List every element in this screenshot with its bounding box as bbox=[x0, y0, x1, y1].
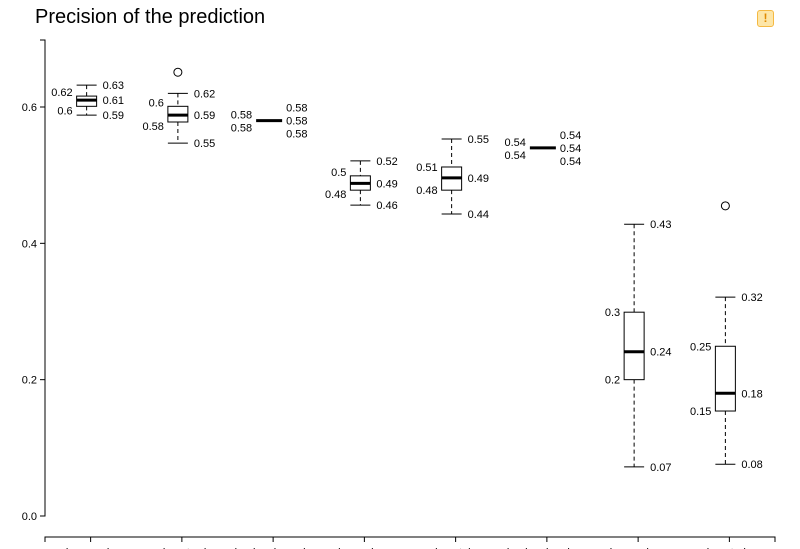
label-median: 0.59 bbox=[194, 110, 215, 122]
y-tick-label: 0.6 bbox=[22, 102, 37, 114]
label-q1: 0.48 bbox=[325, 189, 346, 201]
outlier-point bbox=[173, 67, 183, 77]
label-q1: 0.6 bbox=[57, 105, 72, 117]
x-tick-label: bookmaker_win bbox=[235, 547, 312, 549]
label-q3: 0.62 bbox=[51, 87, 72, 99]
label-min: 0.44 bbox=[468, 209, 489, 221]
label-max: 0.58 bbox=[286, 103, 307, 115]
x-tick-label: xgboost_draw bbox=[695, 547, 764, 549]
y-tick-label: 0.2 bbox=[22, 375, 37, 387]
outlier-point bbox=[720, 201, 730, 211]
label-min: 0.07 bbox=[650, 462, 671, 474]
label-min: 0.54 bbox=[560, 156, 581, 168]
label-min: 0.46 bbox=[376, 200, 397, 212]
label-max: 0.62 bbox=[194, 88, 215, 100]
x-tick-label: xgboost_win bbox=[151, 547, 212, 549]
label-q1: 0.54 bbox=[504, 150, 525, 162]
box bbox=[623, 311, 645, 381]
label-median: 0.58 bbox=[286, 116, 307, 128]
label-q3: 0.6 bbox=[149, 97, 164, 109]
label-max: 0.52 bbox=[376, 156, 397, 168]
y-tick-label: 0.4 bbox=[22, 238, 37, 250]
label-median: 0.49 bbox=[376, 178, 397, 190]
x-tick-label: keras_draw bbox=[610, 547, 667, 549]
label-min: 0.08 bbox=[741, 459, 762, 471]
label-q3: 0.51 bbox=[416, 162, 437, 174]
label-q1: 0.15 bbox=[690, 406, 711, 418]
label-q1: 0.48 bbox=[416, 185, 437, 197]
chart-title: Precision of the prediction bbox=[35, 6, 266, 28]
label-max: 0.43 bbox=[650, 219, 671, 231]
label-median: 0.61 bbox=[103, 95, 124, 107]
label-q3: 0.25 bbox=[690, 341, 711, 353]
warning-icon[interactable]: ! bbox=[757, 10, 774, 27]
label-median: 0.49 bbox=[468, 173, 489, 185]
label-max: 0.32 bbox=[741, 292, 762, 304]
label-max: 0.63 bbox=[103, 80, 124, 92]
label-min: 0.58 bbox=[286, 129, 307, 141]
label-q1: 0.58 bbox=[142, 121, 163, 133]
label-q3: 0.54 bbox=[504, 137, 525, 149]
y-axis bbox=[40, 39, 46, 517]
label-max: 0.54 bbox=[560, 130, 581, 142]
x-tick-label: xgboost_loss bbox=[424, 547, 489, 549]
label-q3: 0.5 bbox=[331, 167, 346, 179]
label-q1: 0.58 bbox=[231, 123, 252, 135]
label-median: 0.18 bbox=[741, 388, 762, 400]
box bbox=[714, 345, 736, 412]
x-tick-label: keras_loss bbox=[338, 547, 391, 549]
label-q1: 0.2 bbox=[605, 375, 620, 387]
x-tick-label: keras_win bbox=[66, 547, 116, 549]
y-tick-label: 0.0 bbox=[22, 511, 37, 523]
label-median: 0.24 bbox=[650, 347, 671, 359]
x-tick-label: bookmaker_loss bbox=[507, 547, 588, 549]
label-min: 0.55 bbox=[194, 138, 215, 150]
label-median: 0.54 bbox=[560, 143, 581, 155]
label-q3: 0.58 bbox=[231, 110, 252, 122]
label-q3: 0.3 bbox=[605, 307, 620, 319]
label-min: 0.59 bbox=[103, 110, 124, 122]
x-axis bbox=[44, 536, 776, 542]
label-max: 0.55 bbox=[468, 134, 489, 146]
